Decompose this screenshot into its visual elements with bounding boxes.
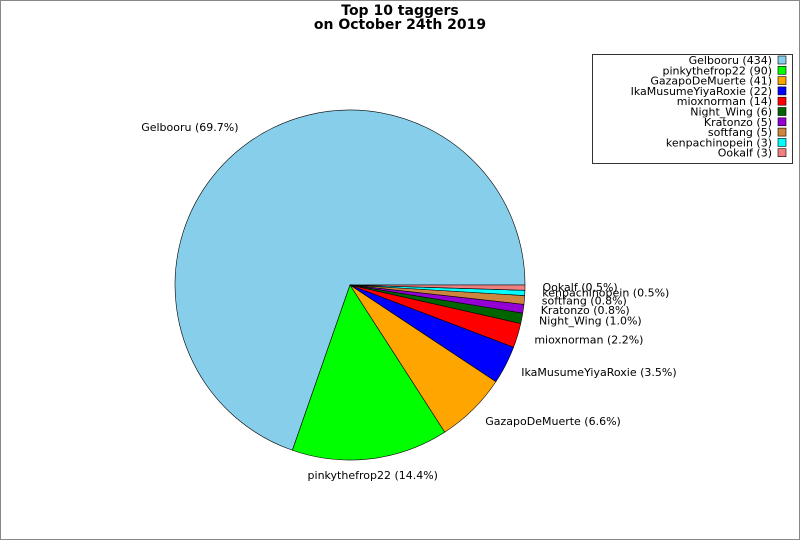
pie-slice (174, 109, 526, 451)
legend-label: softfang (5) (708, 126, 772, 139)
legend-label: Gelbooru (434) (689, 54, 772, 67)
chart-title: Top 10 taggers (341, 3, 458, 19)
legend-label: mioxnorman (14) (677, 95, 772, 108)
chart-title: on October 24th 2019 (314, 17, 486, 33)
slice-label: softfang (0.8%) (542, 294, 627, 307)
slice-label: Ookalf (0.5%) (542, 281, 617, 294)
legend-swatch (777, 138, 787, 147)
pie-slice (292, 284, 446, 461)
legend-swatch (777, 76, 787, 85)
legend-label: kenpachinopein (3) (666, 136, 772, 149)
legend-swatch (777, 66, 787, 75)
legend-swatch (777, 117, 787, 127)
legend-swatch (777, 96, 787, 106)
legend-swatch (777, 127, 787, 137)
legend-swatch (777, 55, 787, 65)
slice-label: mioxnorman (2.2%) (534, 334, 643, 347)
slice-label: Gelbooru (69.7%) (141, 121, 238, 134)
legend-label: Kratonzo (5) (704, 116, 772, 129)
legend-label: IkaMusumeYiyaRoxie (22) (631, 85, 772, 98)
slice-label: kenpachinopein (0.5%) (542, 287, 669, 300)
legend-swatch (777, 86, 787, 96)
slice-label: Night_Wing (1.0%) (539, 315, 642, 328)
legend-label: Night_Wing (6) (690, 106, 772, 119)
pie-slice (349, 284, 526, 291)
legend-swatch (777, 107, 787, 116)
slice-label: pinkythefrop22 (14.4%) (308, 469, 438, 482)
legend-label: GazapoDeMuerte (41) (650, 75, 772, 88)
slice-label: IkaMusumeYiyaRoxie (3.5%) (521, 366, 676, 379)
legend-box (592, 54, 793, 164)
slice-label: Kratonzo (0.8%) (541, 304, 630, 317)
legend-swatch (777, 148, 787, 157)
legend-label: pinkythefrop22 (90) (663, 64, 773, 77)
legend-label: Ookalf (3) (718, 147, 772, 160)
slice-label: GazapoDeMuerte (6.6%) (485, 415, 621, 428)
